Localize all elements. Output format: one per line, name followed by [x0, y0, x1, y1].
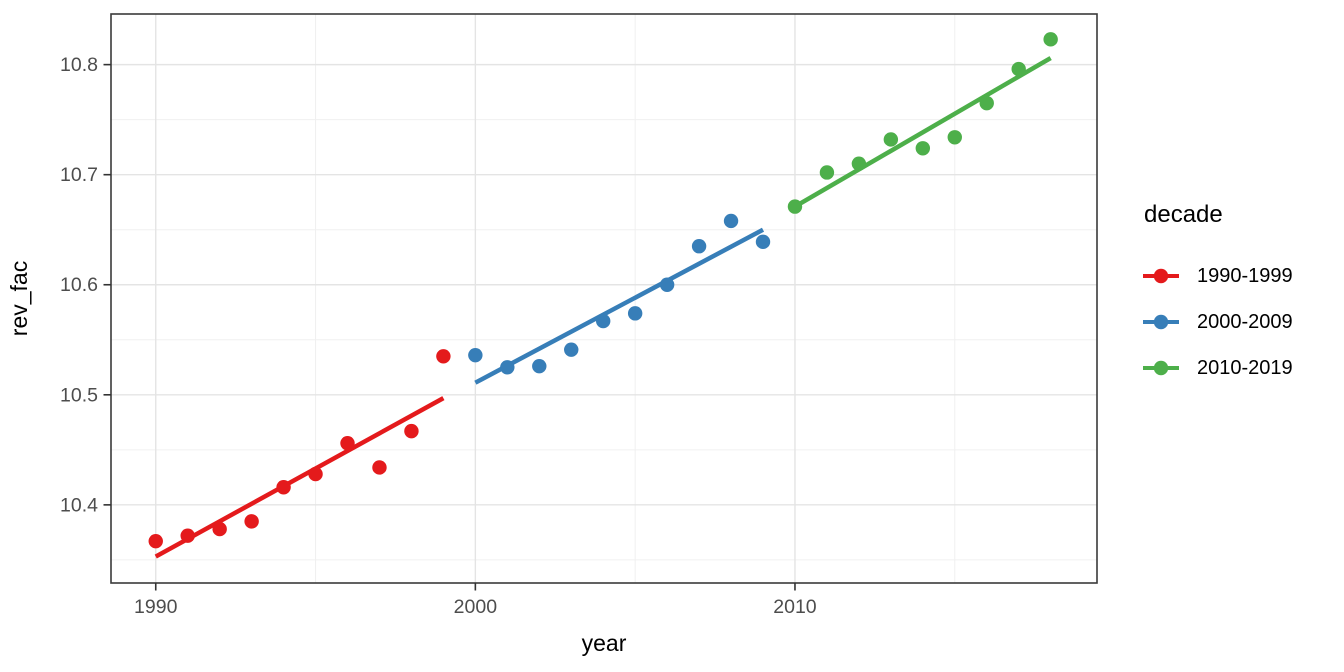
data-point [787, 199, 803, 214]
data-point [915, 141, 931, 156]
trend-line [154, 396, 445, 559]
y-axis-title: rev_fac [6, 261, 32, 336]
legend-item-label: 2000-2009 [1197, 310, 1293, 333]
y-tick-label: 10.8 [60, 54, 98, 76]
trend-line [474, 227, 765, 385]
data-point [627, 306, 643, 321]
data-point [1043, 32, 1058, 47]
legend-item: 2010-2019 [1142, 357, 1293, 379]
data-point [340, 436, 355, 451]
legend-key-line-dot-icon [1143, 360, 1179, 376]
legend: decade 1990-1999 2000-2009 2010-2019 [1142, 201, 1293, 403]
data-point [883, 132, 899, 147]
x-tick-label: 2010 [773, 596, 817, 618]
y-tick-label: 10.4 [60, 494, 98, 516]
data-point [596, 313, 611, 329]
y-tick-label: 10.6 [60, 274, 98, 296]
data-point [723, 213, 739, 229]
data-point [819, 165, 835, 180]
legend-title: decade [1144, 201, 1223, 228]
data-point [308, 466, 323, 482]
data-point [691, 239, 707, 254]
data-point [1011, 61, 1026, 77]
x-axis-title: year [582, 630, 627, 656]
y-tick-label: 10.7 [60, 164, 98, 186]
legend-item: 1990-1999 [1142, 265, 1293, 287]
panel-border [110, 13, 1098, 584]
data-point [755, 234, 771, 250]
legend-item-label: 1990-1999 [1197, 264, 1293, 287]
data-point [947, 130, 962, 145]
data-point [180, 528, 195, 543]
data-point [212, 521, 227, 537]
trend-line [793, 56, 1052, 209]
x-tick-label: 1990 [134, 596, 178, 618]
legend-item: 2000-2009 [1142, 311, 1293, 333]
data-point [404, 423, 419, 439]
data-point [244, 514, 259, 529]
data-point [148, 533, 163, 549]
y-tick-label: 10.5 [60, 384, 98, 406]
legend-item-label: 2010-2019 [1197, 356, 1293, 379]
data-point [979, 95, 994, 111]
data-point [468, 347, 483, 363]
data-point [436, 349, 451, 364]
data-point [564, 342, 579, 357]
data-point [659, 277, 675, 292]
data-point [372, 460, 387, 475]
data-point [500, 360, 515, 375]
data-point [851, 156, 867, 171]
data-point [532, 358, 547, 374]
legend-key-line-dot-icon [1143, 314, 1179, 330]
legend-key-line-dot-icon [1143, 268, 1179, 284]
data-point [276, 480, 291, 495]
x-tick-label: 2000 [454, 596, 498, 618]
